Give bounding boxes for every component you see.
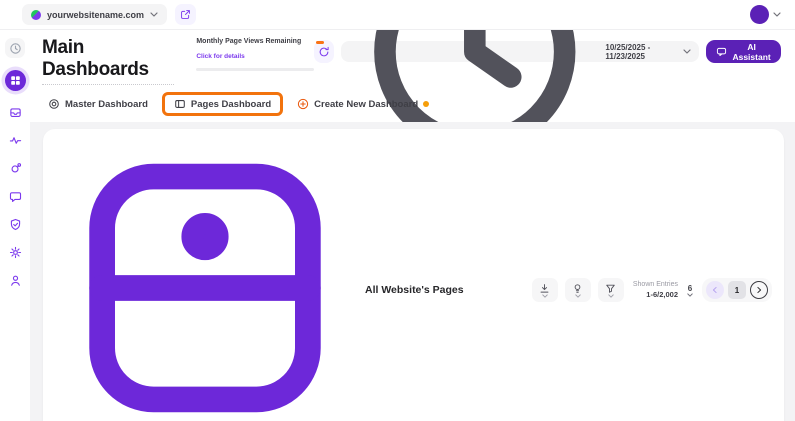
card-header: All Website's Pages Shown Entries 1-6/2,… <box>55 138 772 421</box>
site-favicon-icon <box>31 9 41 20</box>
shield-icon <box>9 218 22 231</box>
per-page-value: 6 <box>687 283 693 293</box>
user-icon <box>9 274 22 287</box>
filter-button[interactable] <box>597 278 624 302</box>
main-area: Main Dashboards Monthly Page Views Remai… <box>30 0 795 421</box>
per-page-select[interactable]: 6 <box>687 284 693 297</box>
next-page-button[interactable] <box>750 281 768 299</box>
refresh-icon <box>318 46 330 58</box>
chevron-down-icon <box>150 12 158 17</box>
date-range-picker[interactable]: 10/25/2025 - 11/23/2025 <box>340 0 700 153</box>
avatar[interactable] <box>750 5 769 24</box>
website-selector[interactable]: yourwebsitename.com <box>22 4 168 25</box>
clock-icon <box>9 42 22 55</box>
sidebar-item-clock[interactable] <box>5 38 25 58</box>
orbit-icon <box>9 162 22 175</box>
chat-icon <box>9 190 22 203</box>
ai-assistant-button[interactable]: AI Assistant <box>706 40 781 63</box>
page-title: Main Dashboards <box>42 37 175 85</box>
quota-details-link[interactable]: Click for details <box>196 53 245 60</box>
table-toolbar: Shown Entries 1-6/2,002 6 1 <box>531 278 772 302</box>
quota-widget[interactable]: Monthly Page Views Remaining Click for d… <box>196 38 325 71</box>
bulb-icon <box>572 283 583 294</box>
sidebar-item-shield[interactable] <box>5 214 25 234</box>
refresh-button[interactable] <box>314 40 334 63</box>
chevron-down-icon <box>608 293 614 298</box>
tab-label: Pages Dashboard <box>190 98 272 110</box>
tab-master-dashboard[interactable]: Master Dashboard <box>46 94 150 114</box>
tab-label: Create New Dashboard <box>314 98 419 110</box>
pagination: 1 <box>702 278 772 302</box>
external-link-icon <box>180 9 191 20</box>
website-selector-label: yourwebsitename.com <box>47 9 145 20</box>
ai-assistant-label: AI Assistant <box>732 41 771 62</box>
sidebar-item-chat[interactable] <box>5 186 25 206</box>
date-range-value: 10/25/2025 - 11/23/2025 <box>605 42 651 61</box>
card-title: All Website's Pages <box>365 284 464 296</box>
bulb-button[interactable] <box>564 278 591 302</box>
card-collapse-toggle[interactable] <box>55 138 355 421</box>
shown-entries-value: 1-6/2,002 <box>646 289 678 299</box>
download-icon <box>539 283 550 294</box>
browser-icon <box>174 98 186 110</box>
chevron-down-icon[interactable] <box>773 12 781 17</box>
server-icon <box>55 138 355 421</box>
filter-icon <box>605 283 616 294</box>
sidebar-item-gear[interactable] <box>5 242 25 262</box>
content-area: All Website's Pages Shown Entries 1-6/2,… <box>30 122 795 421</box>
notification-dot <box>423 101 430 107</box>
tab-create-new-dashboard[interactable]: Create New Dashboard <box>295 94 431 114</box>
dashboard-icon <box>9 74 22 87</box>
download-button[interactable] <box>531 278 558 302</box>
sidebar-item-orbit[interactable] <box>5 158 25 178</box>
share-button[interactable] <box>175 4 197 25</box>
pulse-icon <box>9 134 22 147</box>
sidebar-item-user[interactable] <box>5 270 25 290</box>
tab-label: Master Dashboard <box>65 98 148 110</box>
gear-icon <box>9 246 22 259</box>
target-icon <box>48 98 60 110</box>
dashboard-tabs: Master Dashboard Pages Dashboard Create Ne… <box>42 92 781 122</box>
current-page[interactable]: 1 <box>728 281 746 299</box>
arrow-left-icon <box>711 286 719 294</box>
sidebar-item-dashboard[interactable] <box>4 70 26 91</box>
tab-pages-dashboard[interactable]: Pages Dashboard <box>161 92 284 116</box>
chevron-down-icon <box>575 293 581 298</box>
chevron-down-icon <box>683 49 691 54</box>
inbox-icon <box>9 106 22 119</box>
quota-indicator <box>316 41 325 44</box>
page-header: Main Dashboards Monthly Page Views Remai… <box>30 0 795 153</box>
sidebar <box>0 30 30 421</box>
shown-entries-label: Shown Entries <box>632 280 678 288</box>
chevron-down-icon <box>542 293 548 298</box>
header-controls: 10/25/2025 - 11/23/2025 AI Assistant <box>314 0 781 153</box>
account-menu[interactable] <box>750 5 781 24</box>
topbar: yourwebsitename.com <box>0 0 795 30</box>
sidebar-item-pulse[interactable] <box>5 130 25 150</box>
quota-progress-bar <box>196 68 315 71</box>
arrow-right-icon <box>755 286 763 294</box>
shown-entries: Shown Entries 1-6/2,002 <box>633 281 678 299</box>
plus-circle-icon <box>297 98 309 110</box>
sidebar-item-inbox[interactable] <box>5 102 25 122</box>
chat-bubble-icon <box>716 46 727 57</box>
prev-page-button[interactable] <box>706 281 724 299</box>
all-pages-card: All Website's Pages Shown Entries 1-6/2,… <box>43 129 784 421</box>
chevron-down-icon <box>687 292 693 297</box>
quota-title: Monthly Page Views Remaining <box>196 38 302 45</box>
